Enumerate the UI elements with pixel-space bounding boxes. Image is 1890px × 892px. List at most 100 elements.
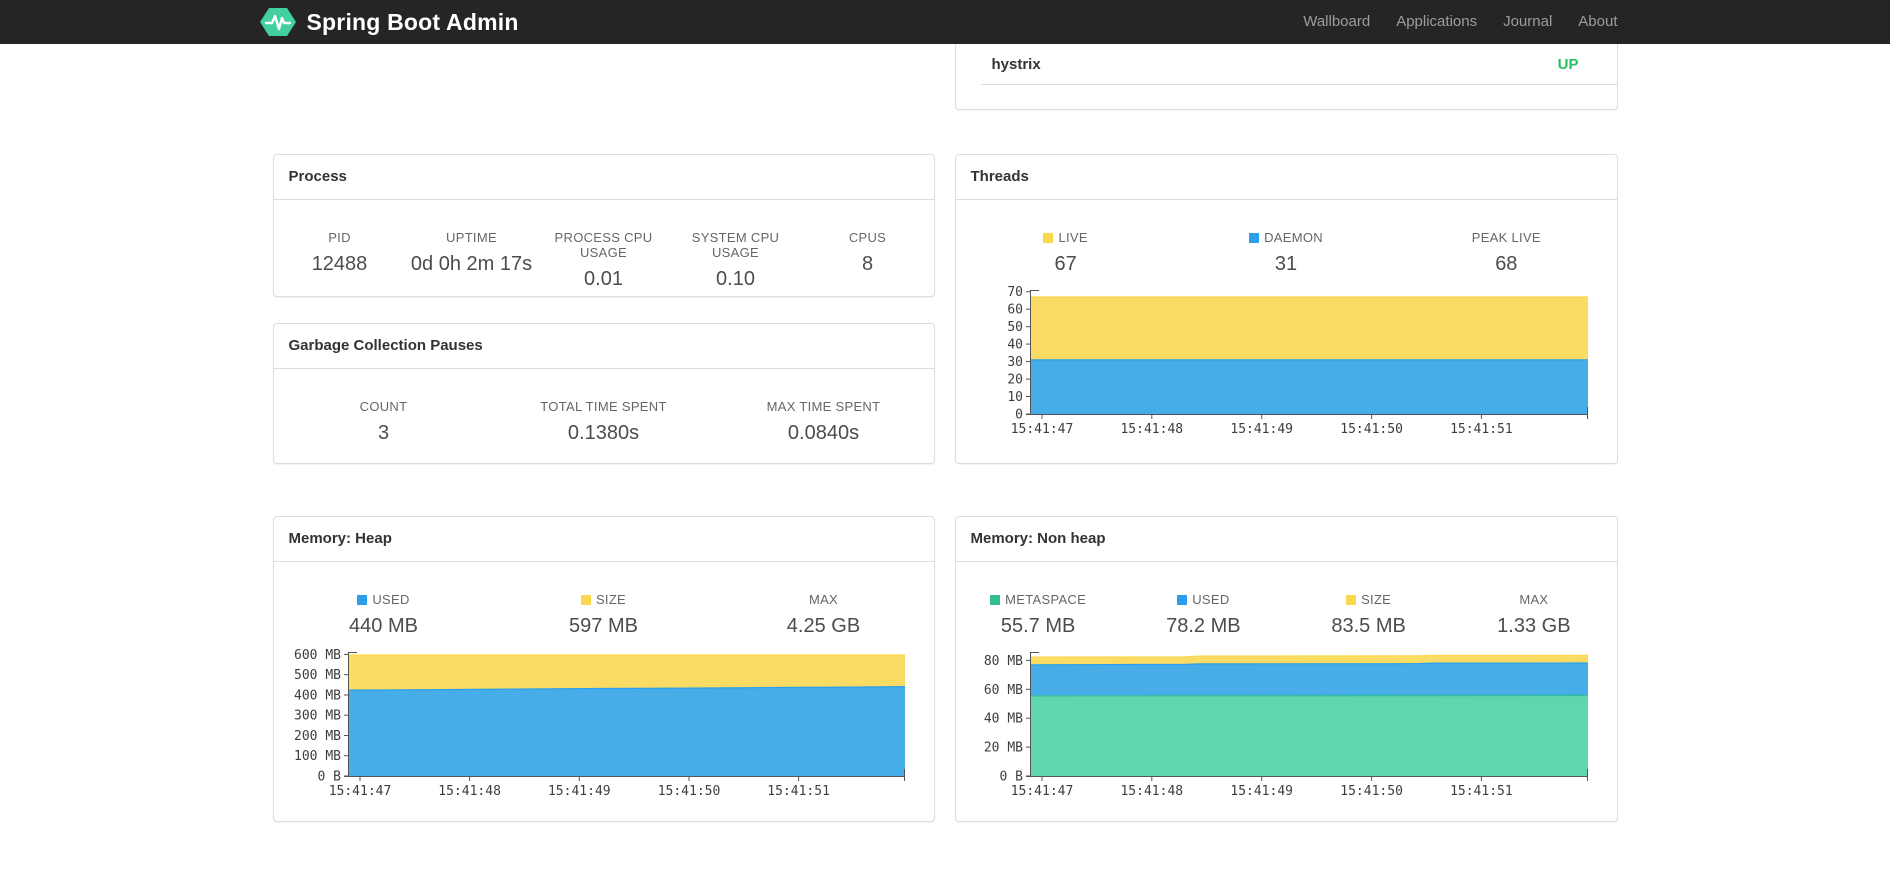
svg-text:15:41:48: 15:41:48	[1120, 784, 1183, 799]
stat-threads-peak-live: PEAK LIVE 68	[1396, 230, 1616, 276]
stat-value: 3	[377, 422, 390, 444]
svg-text:15:41:51: 15:41:51	[1450, 422, 1513, 437]
svg-text:200 MB: 200 MB	[294, 729, 341, 744]
svg-text:20: 20	[1007, 373, 1023, 388]
svg-text:80 MB: 80 MB	[983, 654, 1022, 669]
svg-text:15:41:50: 15:41:50	[1340, 422, 1403, 437]
stat-cpus: CPUS 8	[802, 230, 934, 291]
svg-text:15:41:49: 15:41:49	[547, 784, 610, 799]
stat-heap-max: MAX 4.25 GB	[714, 592, 934, 638]
memory-heap-panel: Memory: Heap USED 440 MB SIZE 597 MB MAX…	[272, 516, 935, 822]
stat-gc-max-time: MAX TIME SPENT 0.0840s	[714, 399, 934, 445]
stat-label: PID	[328, 230, 351, 245]
stat-label: MAX	[1519, 592, 1549, 607]
svg-text:40: 40	[1007, 338, 1023, 353]
stat-label: PEAK LIVE	[1471, 230, 1541, 245]
svg-text:15:41:51: 15:41:51	[767, 784, 830, 799]
brand-link[interactable]: Spring Boot Admin	[259, 6, 519, 38]
spacer	[273, 44, 935, 154]
process-stats: PID 12488 UPTIME 0d 0h 2m 17s PROCESS CP…	[274, 230, 934, 291]
memory-nonheap-panel-title: Memory: Non heap	[955, 517, 1617, 562]
status-badge: UP	[1557, 55, 1579, 73]
metaspace-series-swatch-icon	[990, 595, 1001, 605]
stat-label: PROCESS CPU USAGE	[554, 230, 653, 260]
svg-text:300 MB: 300 MB	[294, 709, 341, 724]
stat-value: 440 MB	[349, 615, 418, 637]
stat-uptime: UPTIME 0d 0h 2m 17s	[406, 230, 538, 291]
svg-text:40 MB: 40 MB	[983, 712, 1022, 727]
left-column: Process PID 12488 UPTIME 0d 0h 2m 17s PR…	[272, 44, 935, 822]
stat-threads-daemon: DAEMON 31	[1176, 230, 1396, 276]
stat-value: 31	[1274, 253, 1298, 275]
stat-label: TOTAL TIME SPENT	[540, 399, 667, 414]
memory-heap-stats: USED 440 MB SIZE 597 MB MAX 4.25 GB	[274, 592, 934, 638]
stat-value: 12488	[311, 253, 368, 275]
application-status-row: hystrix UP	[956, 44, 1617, 84]
threads-panel: Threads LIVE 67 DAEMON 31 PEAK LIVE 68	[954, 154, 1618, 464]
gc-stats: COUNT 3 TOTAL TIME SPENT 0.1380s MAX TIM…	[274, 399, 934, 445]
svg-text:60: 60	[1007, 303, 1023, 318]
svg-text:15:41:48: 15:41:48	[1120, 422, 1183, 437]
content: Process PID 12488 UPTIME 0d 0h 2m 17s PR…	[272, 44, 1618, 822]
application-name: hystrix	[991, 55, 1041, 73]
stat-value: 597 MB	[569, 615, 638, 637]
spring-boot-admin-logo-icon	[259, 8, 296, 36]
nav-item-wallboard[interactable]: Wallboard	[1303, 13, 1371, 30]
brand-title: Spring Boot Admin	[306, 8, 519, 35]
stat-label: DAEMON	[1176, 230, 1396, 245]
nav-item-about[interactable]: About	[1578, 13, 1618, 30]
svg-text:50: 50	[1007, 320, 1023, 335]
svg-text:60 MB: 60 MB	[983, 683, 1022, 698]
stat-value: 0.01	[584, 268, 623, 290]
svg-text:15:41:50: 15:41:50	[657, 784, 720, 799]
stat-label: METASPACE	[956, 592, 1121, 607]
svg-text:15:41:47: 15:41:47	[1010, 784, 1073, 799]
gc-panel: Garbage Collection Pauses COUNT 3 TOTAL …	[272, 323, 935, 464]
svg-text:15:41:51: 15:41:51	[1450, 784, 1513, 799]
threads-chart: 0 10 20 30 40 50 60 70 15:41:47 15:41:48 15:41:49 1…	[971, 284, 1602, 440]
svg-text:0: 0	[1015, 408, 1023, 423]
stat-value: 4.25 GB	[786, 615, 861, 637]
stat-value: 0.0840s	[787, 422, 860, 444]
stat-label: SIZE	[494, 592, 714, 607]
stat-process-cpu-usage: PROCESS CPU USAGE 0.01	[538, 230, 670, 291]
svg-text:15:41:47: 15:41:47	[1010, 422, 1073, 437]
stat-value: 0.10	[716, 268, 755, 290]
svg-text:15:41:50: 15:41:50	[1340, 784, 1403, 799]
stat-value: 67	[1054, 253, 1077, 275]
live-series-swatch-icon	[1043, 233, 1054, 243]
stat-label: LIVE	[956, 230, 1176, 245]
stat-gc-count: COUNT 3	[274, 399, 494, 445]
svg-text:400 MB: 400 MB	[294, 689, 341, 704]
application-status-panel: hystrix UP	[954, 44, 1618, 110]
threads-stats: LIVE 67 DAEMON 31 PEAK LIVE 68	[956, 230, 1617, 276]
stat-value: 0.1380s	[567, 422, 640, 444]
daemon-series-swatch-icon	[1249, 233, 1260, 243]
memory-nonheap-chart: 0 B 20 MB 40 MB 60 MB 80 MB 15:41:47 15:41:48 1…	[971, 646, 1602, 802]
svg-text:100 MB: 100 MB	[294, 749, 341, 764]
svg-text:20 MB: 20 MB	[983, 741, 1022, 756]
navbar: Spring Boot Admin Wallboard Applications…	[0, 0, 1890, 44]
stat-label: COUNT	[359, 399, 408, 414]
stat-value: 78.2 MB	[1166, 615, 1241, 637]
divider	[980, 84, 1617, 85]
memory-heap-panel-title: Memory: Heap	[273, 517, 934, 562]
svg-text:15:41:49: 15:41:49	[1230, 422, 1293, 437]
stat-pid: PID 12488	[274, 230, 406, 291]
stat-value: 68	[1495, 253, 1518, 275]
nav-item-applications[interactable]: Applications	[1396, 13, 1478, 30]
stat-threads-live: LIVE 67	[956, 230, 1176, 276]
used-series-swatch-icon	[1177, 595, 1188, 605]
stat-nonheap-metaspace: METASPACE 55.7 MB	[956, 592, 1121, 638]
right-column: hystrix UP Threads LIVE 67 DAEMON 31	[954, 44, 1618, 822]
stat-value: 1.33 GB	[1497, 615, 1571, 637]
threads-chart-svg: 0 10 20 30 40 50 60 70 15:41:47 15:41:48 15:41:49 1…	[1007, 285, 1588, 437]
size-series-swatch-icon	[580, 595, 591, 605]
stat-value: 55.7 MB	[1000, 615, 1076, 637]
heap-chart-svg: 0 B 100 MB 200 MB 300 MB 400 MB 500 MB 600 MB 1…	[294, 648, 905, 799]
stat-label: USED	[274, 592, 494, 607]
stat-heap-used: USED 440 MB	[274, 592, 494, 638]
nav-item-journal[interactable]: Journal	[1503, 13, 1553, 30]
svg-text:15:41:49: 15:41:49	[1230, 784, 1293, 799]
